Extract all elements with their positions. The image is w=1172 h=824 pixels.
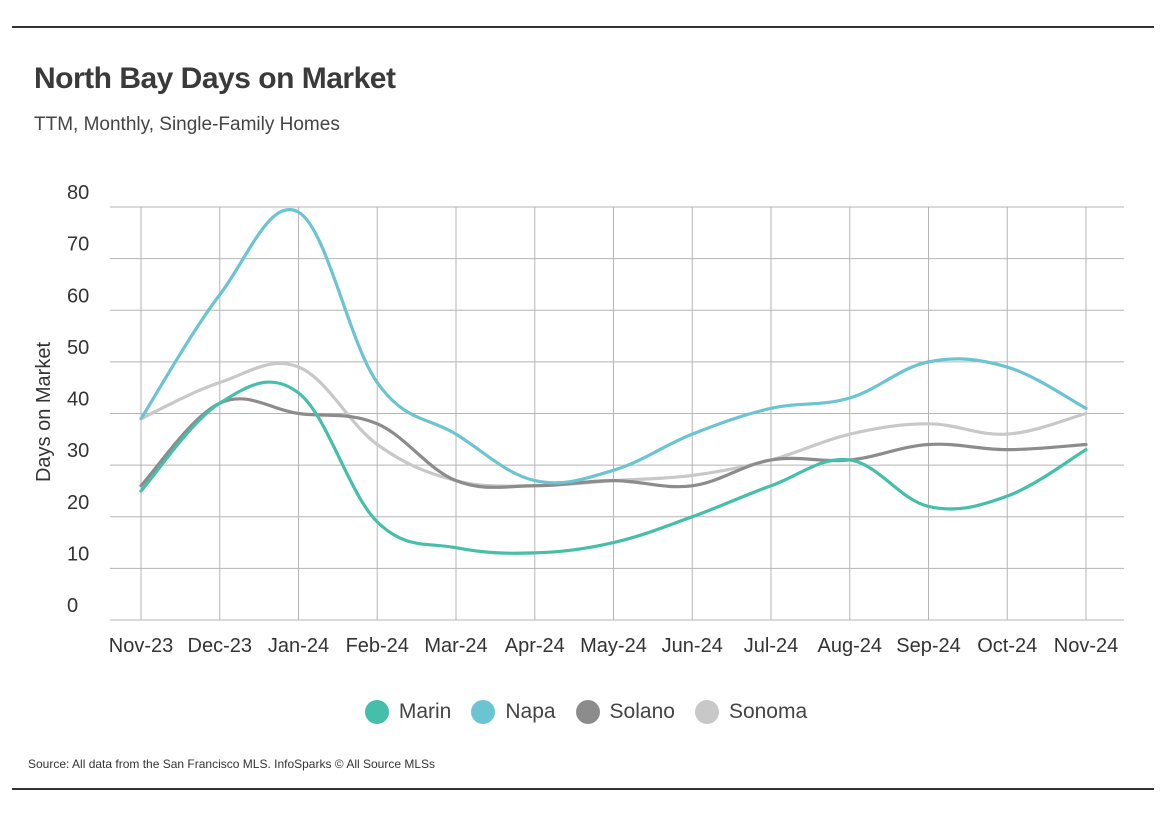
chart-subtitle: TTM, Monthly, Single-Family Homes <box>34 114 340 135</box>
y-tick-label: 40 <box>67 389 89 411</box>
legend-item-marin: Marin <box>364 700 452 724</box>
chart-title: North Bay Days on Market <box>34 62 396 95</box>
series-line-napa <box>139 208 1088 485</box>
y-tick-label: 20 <box>67 492 89 514</box>
legend-label: Marin <box>398 700 452 723</box>
top-rule <box>12 26 1154 28</box>
y-axis-ticks: 0 10 20 30 40 50 60 70 80 <box>67 182 89 617</box>
x-tick-label: Feb-24 <box>346 635 409 657</box>
legend-swatch <box>575 700 600 724</box>
x-tick-label: Oct-24 <box>977 635 1037 657</box>
y-tick-label: 30 <box>67 440 89 462</box>
x-tick-label: Jun-24 <box>662 635 723 657</box>
series-line-marin <box>139 380 1088 555</box>
legend-label: Solano <box>609 700 675 723</box>
legend-label: Napa <box>505 700 556 723</box>
y-tick-label: 70 <box>67 234 89 256</box>
x-tick-label: Aug-24 <box>818 635 883 657</box>
y-tick-label: 80 <box>67 182 89 204</box>
x-tick-label: Nov-23 <box>109 635 173 657</box>
legend-swatch <box>694 700 719 724</box>
legend-item-sonoma: Sonoma <box>694 700 808 724</box>
legend-label: Sonoma <box>728 700 808 723</box>
x-tick-label: Dec-23 <box>188 635 252 657</box>
line-chart: 0 10 20 30 40 50 60 70 80 Nov-23 Dec-23 Jan-24 Feb-… <box>33 182 1124 657</box>
x-tick-label: Apr-24 <box>505 635 565 657</box>
legend-swatch <box>471 700 496 724</box>
y-tick-label: 0 <box>67 595 78 617</box>
y-tick-label: 10 <box>67 543 89 565</box>
x-tick-label: May-24 <box>580 635 647 657</box>
x-tick-label: Sep-24 <box>896 635 961 657</box>
x-tick-label: Nov-24 <box>1054 635 1118 657</box>
x-axis-ticks: Nov-23 Dec-23 Jan-24 Feb-24 Mar-24 Apr-24 May-… <box>109 635 1118 657</box>
legend-swatch <box>364 700 389 724</box>
y-axis-label: Days on Market <box>33 342 55 482</box>
bottom-rule <box>12 788 1154 790</box>
legend-item-solano: Solano <box>575 700 675 724</box>
y-tick-label: 60 <box>67 285 89 307</box>
x-tick-label: Jan-24 <box>268 635 329 657</box>
legend: Marin Napa Solano Sonoma <box>0 700 1172 724</box>
series-line-solano <box>139 397 1088 489</box>
source-note: Source: All data from the San Francisco … <box>28 757 436 771</box>
y-tick-label: 50 <box>67 337 89 359</box>
grid <box>110 206 1124 621</box>
legend-item-napa: Napa <box>471 700 556 724</box>
x-tick-label: Mar-24 <box>424 635 487 657</box>
series-lines <box>139 208 1088 555</box>
x-tick-label: Jul-24 <box>744 635 798 657</box>
